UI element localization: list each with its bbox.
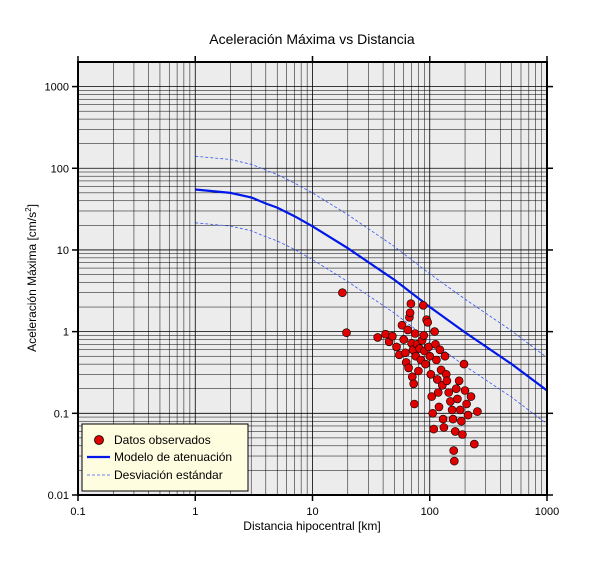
std-upper-line xyxy=(195,155,548,359)
model-curve xyxy=(195,188,548,392)
data-point xyxy=(418,300,428,310)
data-point xyxy=(459,359,469,369)
data-point xyxy=(453,394,462,404)
data-point xyxy=(432,375,442,384)
observed-points xyxy=(338,288,482,466)
data-point xyxy=(432,355,441,365)
data-point xyxy=(440,351,450,361)
model-line xyxy=(195,188,548,392)
data-point xyxy=(397,320,407,330)
data-point xyxy=(406,299,416,309)
data-point xyxy=(410,399,419,409)
data-point xyxy=(458,430,467,439)
x-axis-label: Distancia hipocentral [km] xyxy=(243,519,380,533)
data-point xyxy=(414,366,423,376)
data-point xyxy=(473,407,482,416)
data-point xyxy=(447,405,457,415)
data-point xyxy=(405,308,415,318)
data-point xyxy=(469,439,479,449)
data-point xyxy=(399,335,409,344)
data-point xyxy=(421,359,430,369)
data-point xyxy=(439,423,449,432)
data-point xyxy=(451,384,461,394)
y-tick-label: 1000 xyxy=(45,82,69,94)
x-tick-label: 1000 xyxy=(535,506,559,518)
data-point xyxy=(429,424,439,434)
data-point xyxy=(410,329,420,338)
data-point xyxy=(462,399,471,409)
y-tick-label: 1 xyxy=(63,327,69,339)
data-point xyxy=(425,351,435,361)
data-point xyxy=(430,327,439,336)
data-point xyxy=(435,345,445,355)
data-point xyxy=(423,317,433,327)
data-point xyxy=(454,376,464,386)
data-point xyxy=(342,328,351,338)
data-point xyxy=(392,342,401,352)
data-point xyxy=(444,388,454,397)
legend-std-label: Desviación estándar xyxy=(114,468,223,482)
legend-observed-marker xyxy=(94,435,104,445)
data-point xyxy=(426,369,436,379)
data-point xyxy=(442,376,452,386)
y-tick-label: 100 xyxy=(51,163,69,175)
data-point xyxy=(427,392,437,401)
data-point xyxy=(428,408,438,418)
data-point xyxy=(460,386,470,395)
data-point xyxy=(438,414,448,424)
data-point xyxy=(449,446,459,455)
data-point xyxy=(338,288,347,298)
data-point xyxy=(409,379,419,389)
x-tick-label: 100 xyxy=(421,506,439,518)
y-tick-label: 0.01 xyxy=(48,490,69,502)
legend-model-label: Modelo de atenuación xyxy=(114,450,232,464)
data-point xyxy=(434,402,444,412)
data-point xyxy=(449,456,459,466)
data-point xyxy=(450,427,460,436)
data-point xyxy=(466,392,476,401)
x-tick-label: 1 xyxy=(192,506,198,518)
data-point xyxy=(457,416,466,426)
data-point xyxy=(403,325,413,335)
y-axis: 0.01 0.1 1 10 100 1000 xyxy=(45,82,553,502)
x-tick-label: 0.1 xyxy=(70,506,85,518)
x-axis: 0.1 1 10 100 1000 xyxy=(70,56,559,518)
y-axis-label: Aceleración Máxima [cm/s2] xyxy=(24,204,39,352)
data-point xyxy=(404,363,413,373)
data-point xyxy=(448,414,458,424)
x-tick-label: 10 xyxy=(306,506,318,518)
data-point xyxy=(407,372,417,382)
data-point xyxy=(455,405,465,415)
y-tick-label: 0.1 xyxy=(54,408,69,420)
data-point xyxy=(433,388,443,397)
legend: Datos observados Modelo de atenuación De… xyxy=(81,423,249,492)
data-point xyxy=(419,331,429,340)
data-point xyxy=(401,348,410,358)
chart-title: Aceleración Máxima vs Distancia xyxy=(209,31,415,47)
legend-observed-label: Datos observados xyxy=(114,433,211,447)
data-point xyxy=(373,333,383,342)
data-point xyxy=(388,331,397,341)
std-upper-curve xyxy=(195,155,548,359)
data-point xyxy=(463,410,473,420)
y-tick-label: 10 xyxy=(57,245,69,257)
